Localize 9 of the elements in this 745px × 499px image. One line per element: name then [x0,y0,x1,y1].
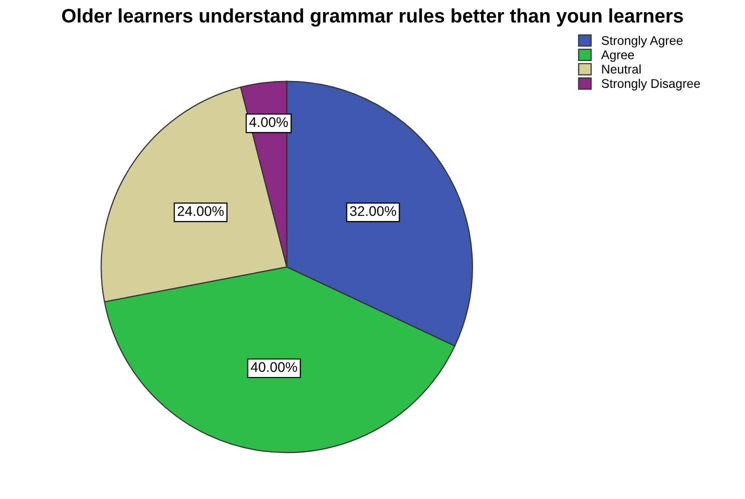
data-label: 40.00% [250,362,298,372]
chart-title: Older learners understand grammar rules better than youn learners [62,8,683,27]
legend-label: Strongly Disagree [602,78,700,90]
legend-label: Agree [601,50,634,62]
data-label: 24.00% [178,206,224,216]
data-label: 32.00% [350,206,396,216]
legend-label: Strongly Agree [602,36,683,48]
data-label: 4.00% [249,117,288,128]
legend-label: Neutral [602,64,641,74]
